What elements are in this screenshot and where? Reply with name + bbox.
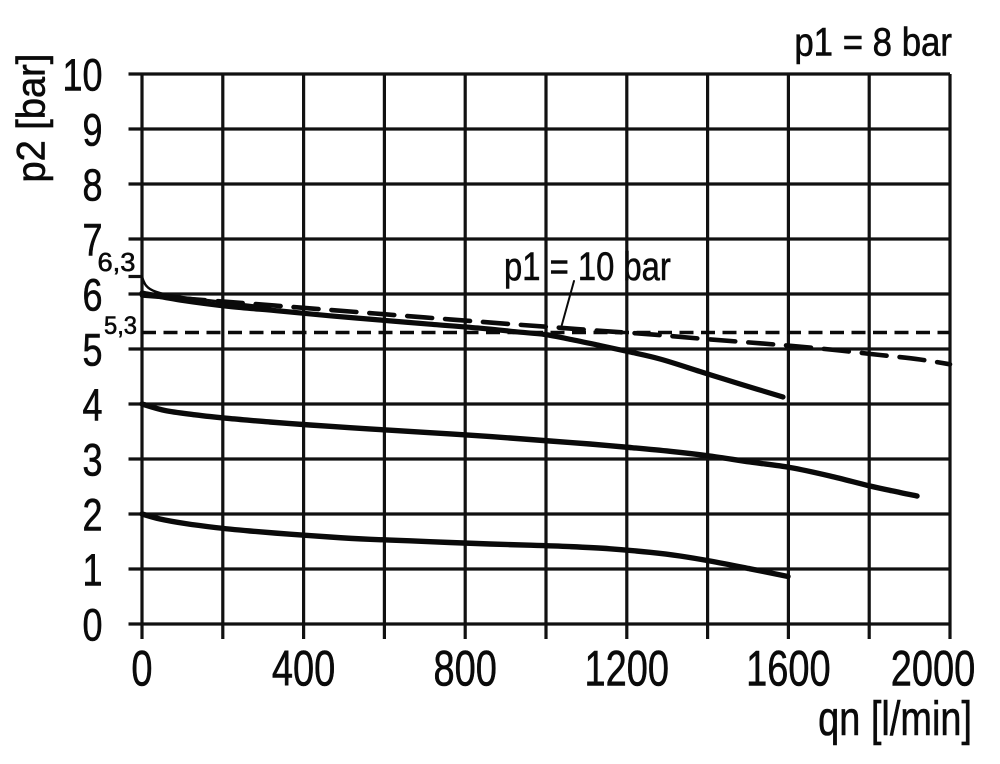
svg-text:0: 0 — [131, 642, 152, 697]
svg-text:7: 7 — [82, 214, 102, 265]
svg-text:800: 800 — [434, 642, 497, 697]
svg-text:5,3: 5,3 — [104, 312, 137, 340]
svg-text:400: 400 — [272, 642, 335, 697]
svg-text:4: 4 — [82, 379, 102, 430]
svg-text:2: 2 — [82, 489, 102, 540]
svg-text:8: 8 — [82, 159, 102, 210]
svg-text:p1 = 8 bar: p1 = 8 bar — [794, 19, 952, 64]
svg-text:1600: 1600 — [746, 642, 831, 697]
svg-text:10: 10 — [62, 49, 102, 100]
svg-text:qn [l/min]: qn [l/min] — [818, 693, 972, 746]
svg-text:2000: 2000 — [891, 642, 976, 697]
svg-text:1200: 1200 — [585, 642, 670, 697]
svg-text:1: 1 — [82, 544, 102, 595]
svg-text:0: 0 — [82, 599, 102, 650]
svg-text:p1 = 10 bar: p1 = 10 bar — [504, 244, 671, 289]
svg-text:6: 6 — [82, 269, 102, 320]
svg-text:p2 [bar]: p2 [bar] — [10, 54, 54, 183]
svg-text:3: 3 — [82, 434, 102, 485]
svg-text:6,3: 6,3 — [98, 248, 136, 277]
svg-text:9: 9 — [82, 104, 102, 155]
svg-text:5: 5 — [82, 324, 102, 375]
